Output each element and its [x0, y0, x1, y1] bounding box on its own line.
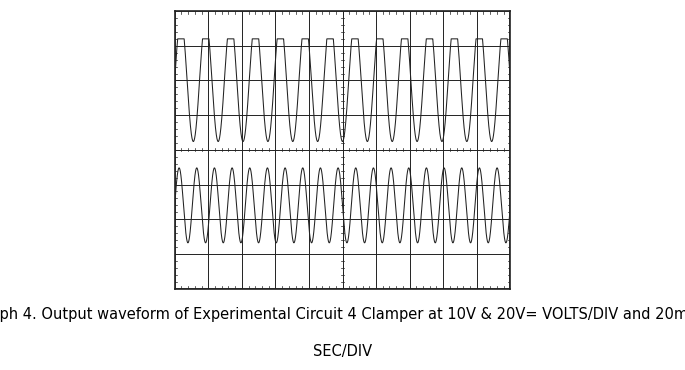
- Text: Graph 4. Output waveform of Experimental Circuit 4 Clamper at 10V & 20V= VOLTS/D: Graph 4. Output waveform of Experimental…: [0, 307, 685, 322]
- Text: SEC/DIV: SEC/DIV: [313, 344, 372, 359]
